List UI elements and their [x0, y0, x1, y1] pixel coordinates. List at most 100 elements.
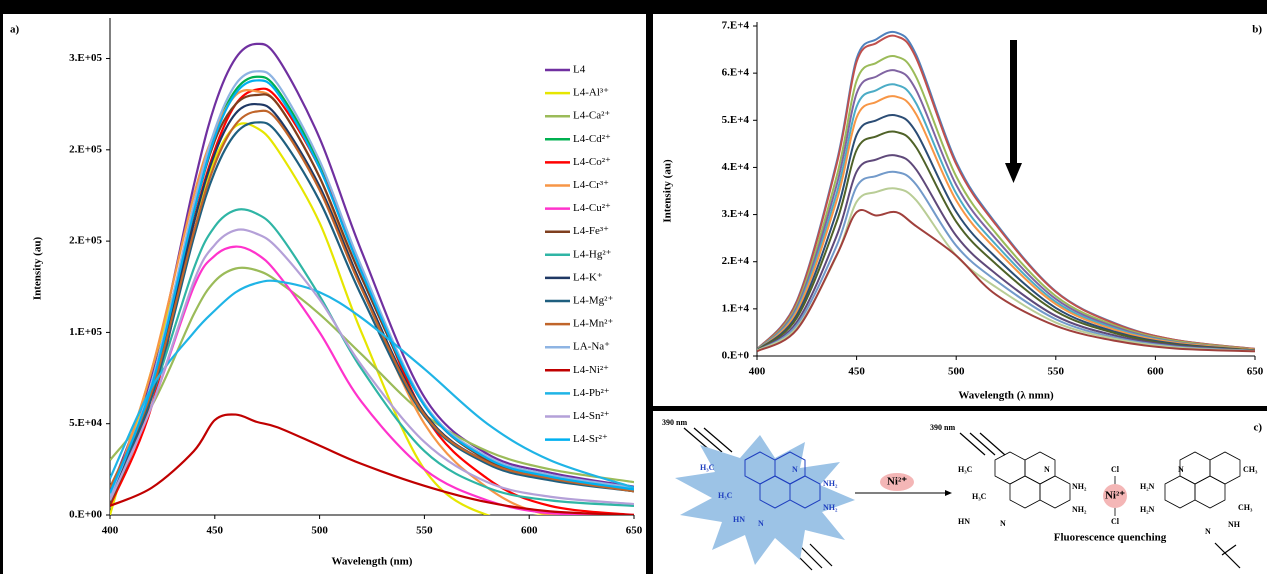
spectrum-line — [110, 413, 634, 515]
y-tick-label: 0.E+00 — [69, 509, 102, 521]
panel-label: a) — [10, 24, 20, 36]
legend-label: L4-Al³⁺ — [573, 87, 609, 99]
left-molecule — [744, 451, 821, 509]
x-tick-label: 400 — [749, 366, 766, 378]
legend-label: L4-Mg²⁺ — [573, 295, 613, 307]
atom-label: H₃C — [718, 491, 733, 500]
y-axis-title: Intensity (au) — [32, 237, 44, 301]
spectrum-line — [110, 70, 634, 498]
spectrum-line — [110, 228, 634, 506]
legend-label: L4-Ca²⁺ — [573, 110, 610, 122]
y-tick-label: 7.E+4 — [722, 20, 750, 32]
x-tick-label: 600 — [1147, 366, 1164, 378]
excitation-label: 390 nm — [662, 418, 687, 427]
legend-label: L4-Fe³⁺ — [573, 225, 609, 237]
y-axis-title: Intensity (au) — [662, 159, 674, 223]
atom-label: N — [758, 519, 764, 528]
caption: Fluorescence quenching — [1054, 532, 1167, 544]
y-tick-label: 3.E+4 — [722, 208, 750, 220]
legend-label: L4-Cr³⁺ — [573, 179, 609, 191]
spectrum-line — [110, 279, 634, 489]
atom-label: N — [1044, 465, 1050, 474]
excitation-arrows — [959, 432, 1241, 569]
x-tick-label: 400 — [102, 525, 119, 537]
legend-label: L4 — [573, 64, 586, 76]
atom-label: NH — [1228, 520, 1241, 529]
legend-label: L4-Sr²⁺ — [573, 433, 608, 445]
x-tick-label: 600 — [521, 525, 538, 537]
x-tick-label: 500 — [311, 525, 328, 537]
spectrum-line — [110, 208, 634, 507]
atom-label: H₃C — [700, 463, 715, 472]
y-tick-label: 5.E+4 — [722, 114, 750, 126]
atom-label: N — [1178, 465, 1184, 474]
x-tick-label: 550 — [416, 525, 433, 537]
diagram: c) 390 nm H₃C N NH₂ H₃C NH₂ HN N Ni²⁺ 39… — [662, 418, 1262, 571]
plot-area — [757, 30, 1255, 353]
spectrum-line — [757, 34, 1255, 351]
ion-label: Ni²⁺ — [1105, 490, 1125, 502]
y-tick-label: 4.E+4 — [722, 161, 750, 173]
fluorescence-star — [675, 435, 855, 565]
atom-label: CH₃ — [1243, 465, 1258, 474]
x-axis-title: Wavelength (nm) — [332, 556, 413, 568]
panel-label: b) — [1252, 24, 1262, 36]
legend-label: L4-Cu²⁺ — [573, 202, 611, 214]
ion-highlight — [1103, 484, 1127, 508]
x-tick-label: 550 — [1048, 366, 1065, 378]
x-tick-label: 650 — [1247, 366, 1264, 378]
atom-label: NH₂ — [823, 479, 838, 488]
ion-highlight — [880, 473, 914, 491]
atom-label: HN — [733, 515, 745, 524]
y-tick-label: 1.E+05 — [69, 326, 102, 338]
panel-label: c) — [1253, 422, 1262, 434]
spectrum-line — [757, 83, 1255, 351]
spectrum-line — [757, 69, 1255, 351]
atom-label: H₃C — [958, 465, 973, 474]
plot-area — [110, 42, 634, 515]
x-tick-label: 650 — [626, 525, 643, 537]
atom-label: NH₂ — [1072, 482, 1087, 491]
atom-label: HN — [958, 517, 970, 526]
atom-label: H₃C — [972, 492, 987, 501]
spectrum-line — [757, 170, 1255, 352]
x-tick-label: 450 — [848, 366, 865, 378]
spectrum-line — [757, 208, 1255, 353]
y-tick-label: 6.E+4 — [722, 67, 750, 79]
spectrum-line — [757, 55, 1255, 351]
atom-label: NH₂ — [823, 503, 838, 512]
atom-label: N — [1205, 527, 1211, 536]
atom-label: Cl — [1111, 517, 1120, 526]
reaction-arrowhead — [945, 490, 952, 496]
atom-label: Cl — [1111, 465, 1120, 474]
legend-label: L4-Cd²⁺ — [573, 133, 611, 145]
legend-label: L4-Hg²⁺ — [573, 248, 612, 260]
y-tick-label: 1.E+4 — [722, 302, 750, 314]
atom-label: N — [792, 465, 798, 474]
spectrum-line — [110, 109, 634, 493]
y-tick-label: 2.E+05 — [69, 143, 102, 155]
spectrum-line — [757, 130, 1255, 352]
atom-label: CH₃ — [1238, 503, 1253, 512]
legend-label: L4-Co²⁺ — [573, 156, 611, 168]
ion-label: Ni²⁺ — [887, 476, 907, 488]
y-tick-label: 2.E+05 — [69, 235, 102, 247]
legend-label: L4-Sn²⁺ — [573, 410, 610, 422]
legend-label: L4-K⁺ — [573, 271, 603, 283]
spectrum-line — [757, 95, 1255, 352]
y-tick-label: 3.E+05 — [69, 52, 102, 64]
atom-label: NH₂ — [1072, 505, 1087, 514]
spectrum-line — [110, 79, 634, 494]
legend-label: L4-Pb²⁺ — [573, 387, 610, 399]
spectrum-line — [110, 245, 634, 515]
decrease-arrow — [1005, 40, 1022, 183]
legend-label: L4-Mn²⁺ — [573, 318, 613, 330]
y-tick-label: 2.E+4 — [722, 255, 750, 267]
y-tick-label: 5.E+04 — [69, 417, 102, 429]
excitation-label: 390 nm — [930, 423, 955, 432]
spectrum-line — [757, 113, 1255, 352]
legend-label: LA-Na⁺ — [573, 341, 610, 353]
x-axis-title: Wavelength (λ nmn) — [958, 390, 1054, 402]
atom-label: H₂N — [1140, 482, 1155, 491]
